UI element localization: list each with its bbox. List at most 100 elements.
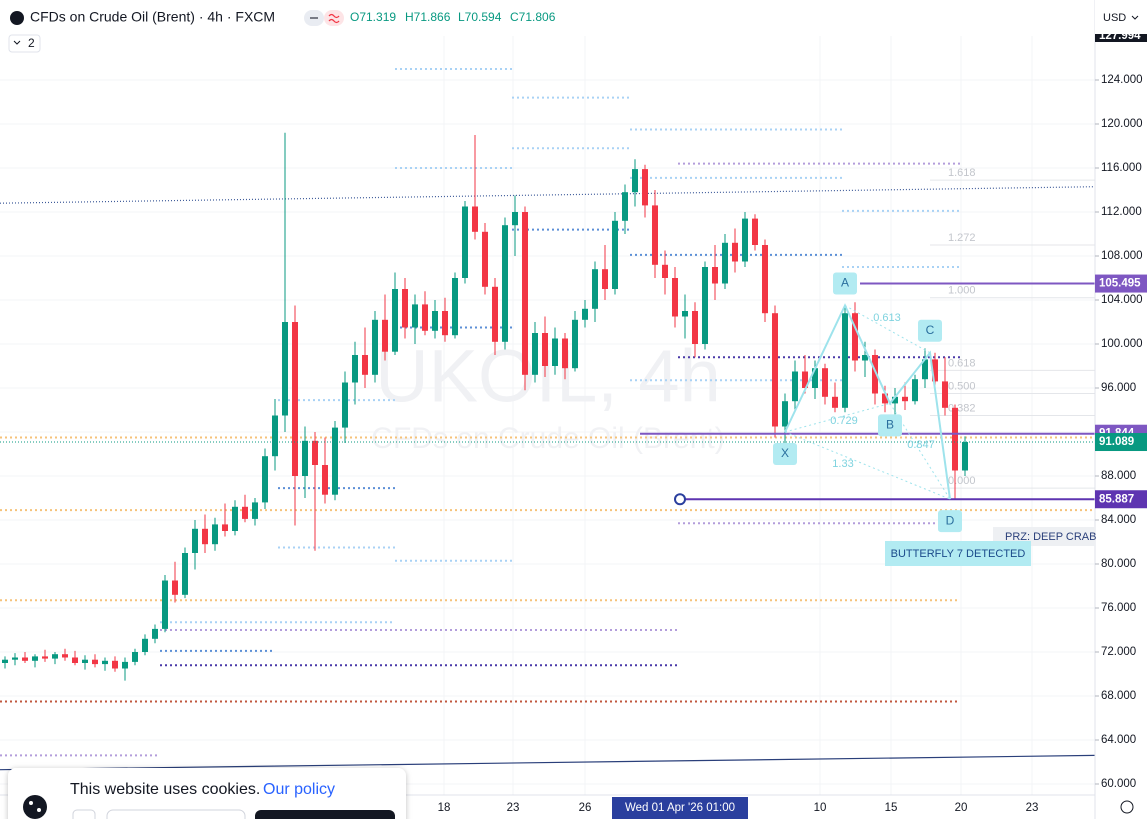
crosshair-time-label: Wed 01 Apr '26 01:00: [625, 802, 735, 814]
prz-label: PRZ: DEEP CRAB: [1005, 531, 1097, 543]
x-tick-label: 26: [579, 802, 592, 814]
pattern-point-box: [773, 443, 797, 465]
y-tick-label: 116.000: [1101, 162, 1142, 174]
candle-body: [772, 313, 778, 427]
candle-body: [262, 456, 268, 503]
candle-body: [892, 396, 898, 404]
accept-button[interactable]: [255, 810, 395, 819]
currency-box: [1095, 0, 1147, 34]
candle-body: [482, 231, 488, 287]
cookie-panel: [8, 768, 406, 819]
pattern-ratio: 0.847: [907, 439, 935, 451]
y-tick-label: 100.000: [1101, 338, 1143, 350]
y-tick-label: 60.000: [1101, 778, 1136, 790]
ohlc-open: O71.319: [350, 10, 396, 24]
candle-body: [902, 396, 908, 402]
price-label-box: [1095, 433, 1147, 452]
crosshair-time-box: [612, 797, 748, 819]
pattern-ratio: 0.613: [873, 312, 901, 324]
y-tick-label: 76.000: [1101, 602, 1136, 614]
settings-icon[interactable]: [1120, 800, 1134, 814]
candle-body: [832, 396, 838, 408]
pattern-ratio-line: [889, 403, 951, 500]
toggle[interactable]: [324, 10, 344, 26]
candle-body: [412, 304, 418, 328]
candle-body: [242, 506, 248, 519]
fib-label: 0.500: [948, 380, 976, 392]
candle-body: [272, 415, 278, 457]
candle-body: [692, 311, 698, 344]
candle-body: [742, 218, 748, 262]
candle-body: [872, 355, 878, 394]
candle-body: [612, 220, 618, 289]
y-tick-label: 84.000: [1101, 514, 1136, 526]
manage-button[interactable]: [106, 809, 246, 819]
pattern-point-label: C: [926, 323, 935, 337]
pattern-point-label: A: [841, 276, 849, 290]
candle-body: [822, 368, 828, 397]
toggle-icon: [328, 13, 340, 24]
candle-body: [62, 654, 68, 658]
candle-body: [112, 660, 118, 669]
candle-body: [312, 440, 318, 465]
candle-body: [552, 338, 558, 366]
indicator-count: 2: [28, 36, 35, 50]
candle-body: [522, 212, 528, 375]
cookie-chip: [29, 801, 33, 805]
candle-body: [532, 333, 538, 375]
candle-body: [502, 225, 508, 342]
candle-body: [22, 657, 28, 661]
candle-body: [512, 212, 518, 226]
candle-body: [942, 381, 948, 408]
candle-body: [782, 401, 788, 427]
icon-button[interactable]: [72, 809, 96, 819]
candle-body: [862, 355, 868, 361]
candle-body: [42, 656, 48, 659]
candle-body: [762, 245, 768, 314]
candle-body: [172, 580, 178, 595]
candle-body: [702, 267, 708, 344]
pattern-ratio-line: [784, 402, 891, 433]
y-tick-label: 80.000: [1101, 558, 1136, 570]
candle-body: [812, 368, 818, 388]
fib-label: 0.000: [948, 475, 976, 487]
candle-body: [132, 652, 138, 662]
candle-body: [662, 264, 668, 278]
candle-body: [332, 427, 338, 495]
candle-body: [652, 205, 658, 265]
candle-body: [492, 286, 498, 342]
candle-body: [82, 659, 88, 663]
price-label: 85.887: [1099, 493, 1134, 505]
symbol-title[interactable]: CFDs on Crude Oil (Brent) · 4h · FXCM: [30, 9, 275, 25]
fib-label: 0.618: [948, 357, 976, 369]
candle-body: [922, 359, 928, 380]
candle-body: [592, 269, 598, 309]
x-tick-label: 10: [814, 802, 827, 814]
candle-body: [252, 502, 258, 519]
y-tick-label: 88.000: [1101, 470, 1136, 482]
candle-body: [452, 278, 458, 336]
candle-body: [352, 355, 358, 383]
pattern-point-box: [878, 414, 902, 437]
candle-body: [282, 322, 288, 416]
candle-body: [232, 506, 238, 531]
y-tick-label: 64.000: [1101, 734, 1136, 746]
line-anchor: [674, 493, 686, 506]
pattern-point-label: X: [781, 446, 789, 460]
cookie-policy-link[interactable]: Our policy: [263, 781, 335, 798]
last-price-label: 91.089: [1099, 436, 1134, 448]
candle-body: [462, 206, 468, 278]
ohlc-high: H71.866: [405, 10, 451, 24]
collapse-button[interactable]: [8, 34, 41, 53]
cookie-banner: This website uses cookies. Our policy: [8, 768, 406, 819]
candle-body: [642, 169, 648, 206]
pattern-point-label: D: [946, 513, 955, 527]
price-label-box: [1095, 490, 1147, 509]
candle-body: [632, 169, 638, 193]
chevron: [13, 40, 21, 45]
symbol-icon: [10, 11, 24, 25]
x-tick-label: 15: [885, 802, 898, 814]
candle-body: [882, 393, 888, 404]
currency[interactable]: USD: [1103, 12, 1126, 24]
